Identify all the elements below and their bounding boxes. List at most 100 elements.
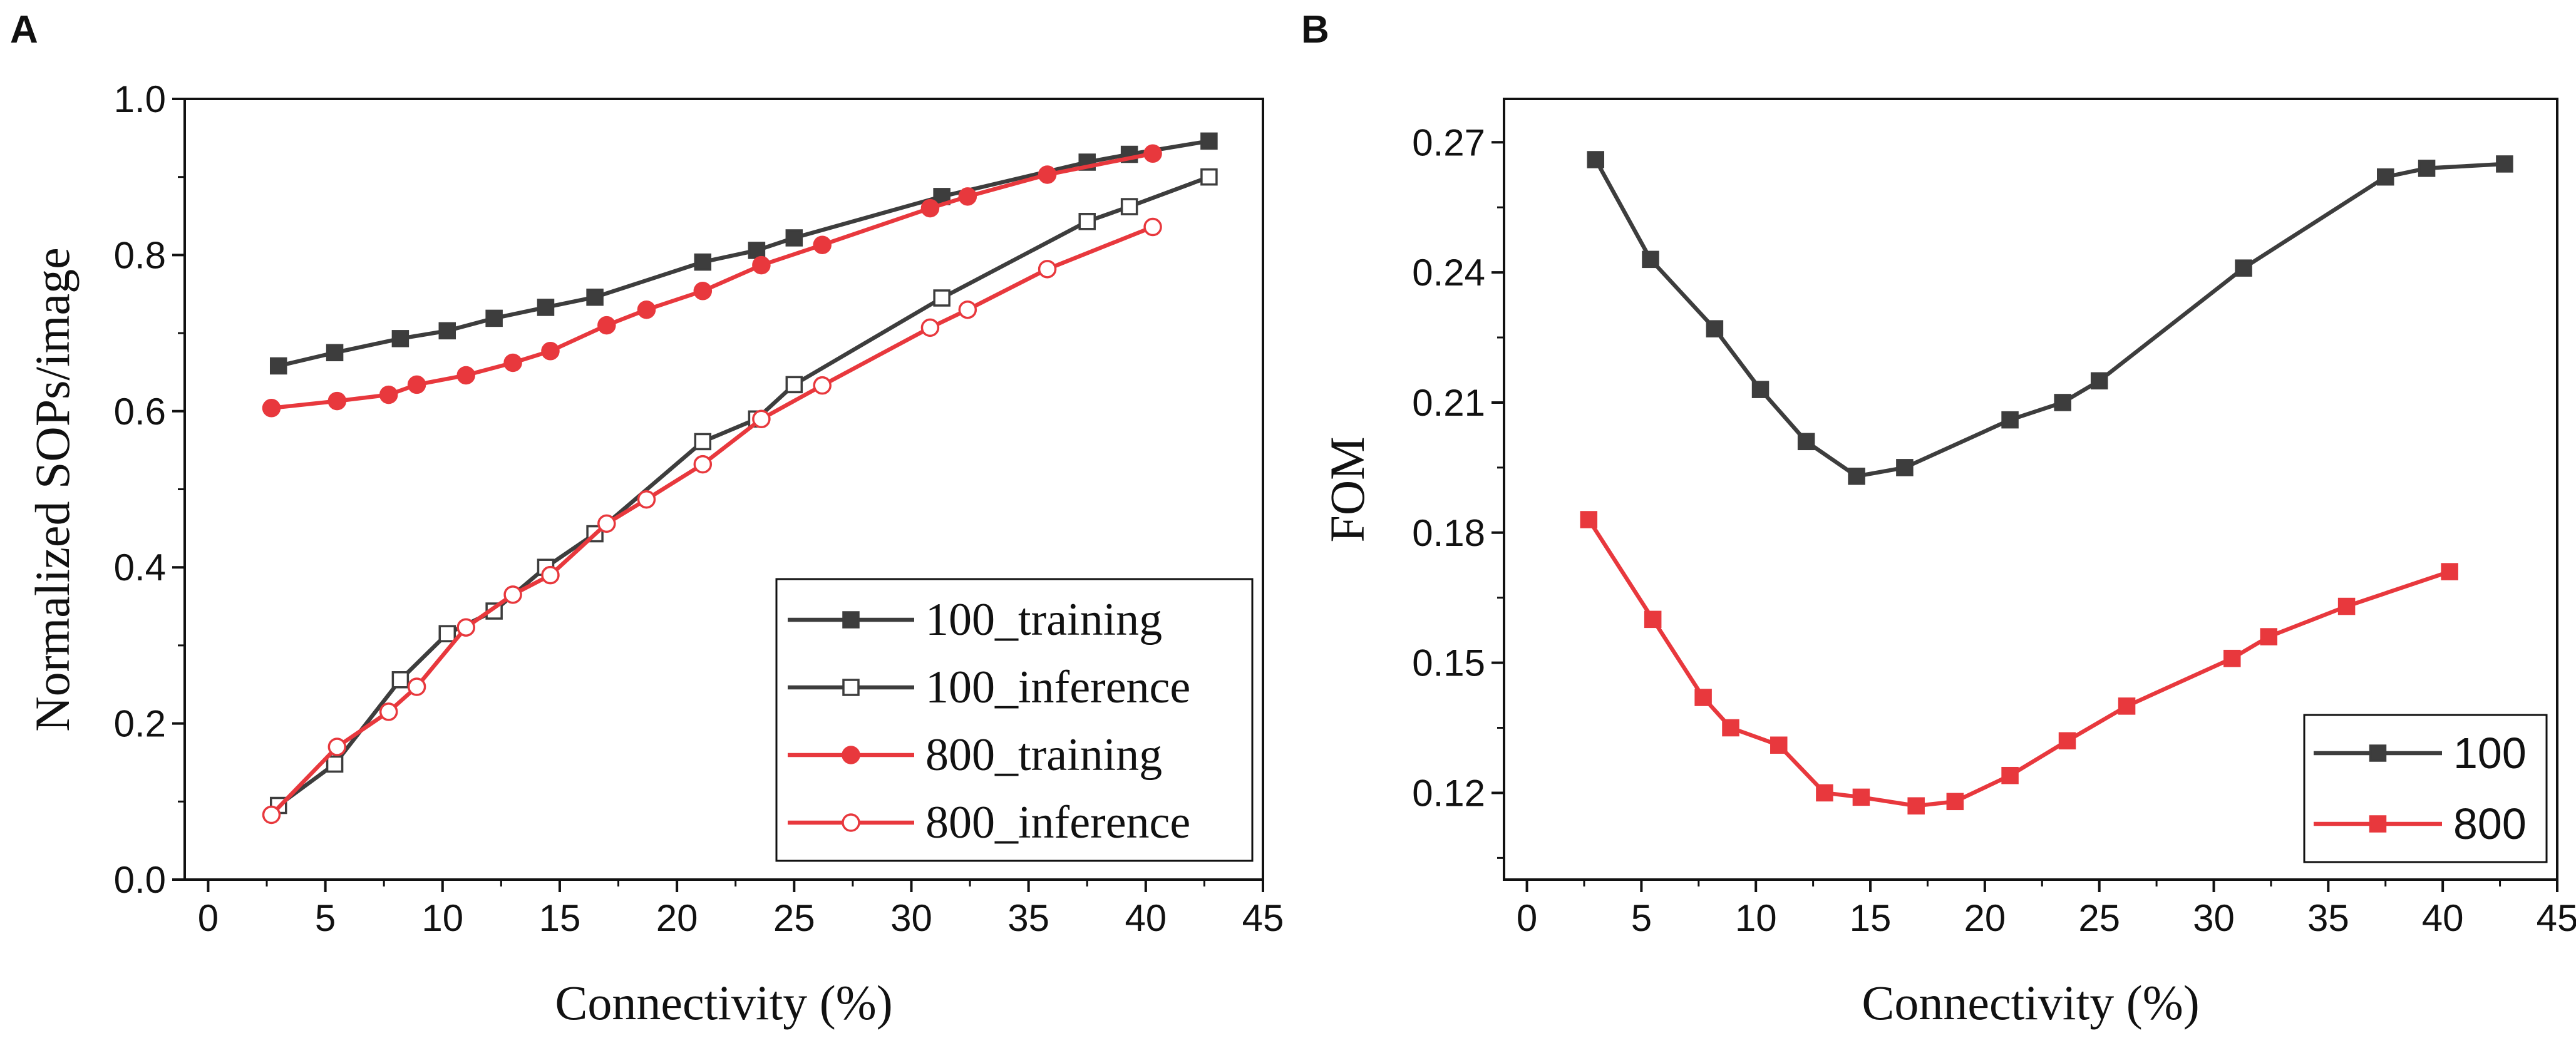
data-point-100-training	[391, 330, 410, 347]
data-point-100-training	[586, 288, 604, 306]
data-point-800-inference	[920, 318, 940, 337]
x-tick-label: 30	[890, 897, 932, 939]
data-point-100-inference	[694, 433, 712, 451]
x-tick-label: 0	[1517, 897, 1537, 939]
data-point-100-training	[694, 253, 712, 271]
y-tick-label: 0.8	[114, 234, 166, 276]
legend-marker-sample	[2369, 815, 2387, 833]
data-point-800	[1722, 719, 1739, 737]
data-point-800-inference	[1143, 217, 1162, 237]
panel-b-y-axis-ticks: 0.12 0.15 0.18 0.21 0.24 0.27	[1412, 121, 1504, 859]
data-point-100-training	[326, 344, 344, 362]
legend-marker-sample	[842, 679, 860, 696]
data-point-100-inference	[326, 755, 344, 773]
data-point-800-training	[920, 198, 940, 218]
data-point-800	[2001, 766, 2019, 784]
x-tick-label: 20	[1964, 897, 2006, 939]
legend-item-100: 100	[2314, 729, 2527, 778]
data-point-100-inference	[1078, 213, 1096, 230]
x-tick-label: 35	[2307, 897, 2349, 939]
data-point-800-training	[327, 391, 347, 411]
data-point-100-inference	[933, 289, 951, 307]
panel-b-y-axis-title: FOM	[1320, 436, 1374, 542]
legend-item-100-inference: 100_inference	[788, 662, 1190, 713]
y-tick-label: 0.0	[114, 859, 166, 901]
data-point-800-training	[503, 353, 522, 372]
panel-b-plot-frame	[1503, 98, 2558, 881]
series-800-training	[262, 144, 1162, 418]
data-point-100	[1587, 151, 1605, 168]
series-800	[1580, 511, 2458, 814]
data-point-800	[2058, 732, 2076, 750]
y-tick-label: 0.18	[1412, 512, 1485, 554]
panel-a-x-axis-ticks: 0 5 10 15 20 25 30 35 40 45	[198, 880, 1284, 939]
data-point-100-training	[485, 309, 503, 327]
panel-b-label: B	[1301, 8, 1329, 51]
data-point-800-inference	[693, 455, 713, 474]
data-point-800-training	[958, 187, 977, 206]
x-tick-label: 10	[421, 897, 463, 939]
y-tick-label: 0.21	[1412, 382, 1485, 424]
series-800-inference	[262, 217, 1162, 825]
data-point-800	[1816, 784, 1833, 802]
legend-item-100-training: 100_training	[788, 594, 1162, 645]
y-tick-label: 0.4	[114, 547, 166, 588]
y-tick-label: 0.24	[1412, 252, 1485, 294]
x-tick-label: 20	[656, 897, 698, 939]
series-line-800	[1587, 518, 2451, 808]
data-point-800-inference	[752, 409, 771, 429]
data-point-800-inference	[597, 514, 616, 533]
x-tick-label: 0	[198, 897, 219, 939]
data-point-800-inference	[262, 805, 281, 825]
y-tick-label: 0.27	[1412, 121, 1485, 163]
data-point-800-inference	[813, 376, 832, 395]
series-100-training	[269, 132, 1218, 375]
data-point-800	[1580, 511, 1598, 528]
panel-a-x-axis-title: Connectivity (%)	[555, 975, 892, 1030]
legend-item-800-training: 800_training	[788, 729, 1162, 781]
data-point-100	[2090, 372, 2108, 390]
legend-item-800-inference: 800_inference	[788, 797, 1190, 848]
data-point-100-training	[748, 242, 766, 259]
series-line-100-training	[277, 139, 1210, 368]
data-point-100	[1896, 459, 1914, 476]
data-point-800-inference	[637, 490, 656, 509]
data-point-100	[2418, 160, 2436, 177]
legend-label: 800_inference	[925, 797, 1190, 848]
data-point-800	[1644, 610, 1662, 629]
panel-a-label: A	[10, 8, 38, 51]
data-point-800	[2118, 697, 2136, 715]
legend-box	[2303, 714, 2548, 863]
data-point-100-inference	[785, 376, 803, 394]
data-point-800-training	[456, 366, 475, 385]
series-line-800-inference	[270, 225, 1154, 816]
data-point-800-training	[1143, 144, 1162, 163]
x-tick-label: 5	[315, 897, 336, 939]
y-tick-label: 0.12	[1412, 772, 1485, 814]
x-tick-label: 10	[1735, 897, 1777, 939]
data-point-800-training	[752, 255, 771, 275]
series-line-800-training	[271, 152, 1153, 411]
data-point-100	[2377, 168, 2394, 186]
data-point-800-training	[637, 300, 656, 319]
x-tick-label: 35	[1007, 897, 1049, 939]
series-100	[1587, 151, 2513, 485]
data-point-800-training	[597, 316, 616, 335]
legend-marker-sample	[842, 611, 860, 629]
x-tick-label: 40	[2422, 897, 2464, 939]
data-point-100	[2496, 155, 2513, 173]
data-point-100-inference	[391, 671, 410, 689]
data-point-800-inference	[1038, 260, 1057, 279]
y-tick-label: 0.2	[114, 703, 166, 745]
data-point-800-training	[693, 282, 713, 301]
data-point-800	[2223, 649, 2241, 667]
y-tick-label: 1.0	[114, 78, 166, 120]
data-point-100-training	[785, 229, 803, 247]
data-point-800	[2337, 597, 2356, 615]
panel-b: B 0 5 10 15 20 25 30 35 40 45 0.12 0.15 0.18 0.21 0.2…	[1301, 8, 2576, 1030]
data-point-800-training	[541, 342, 560, 361]
data-point-100-training	[537, 299, 555, 316]
panel-a: A 0 5 10 15 20 25 30 35 40 45 0.00.20.40.60.81.0 …	[10, 8, 1284, 1030]
x-tick-label: 30	[2193, 897, 2235, 939]
